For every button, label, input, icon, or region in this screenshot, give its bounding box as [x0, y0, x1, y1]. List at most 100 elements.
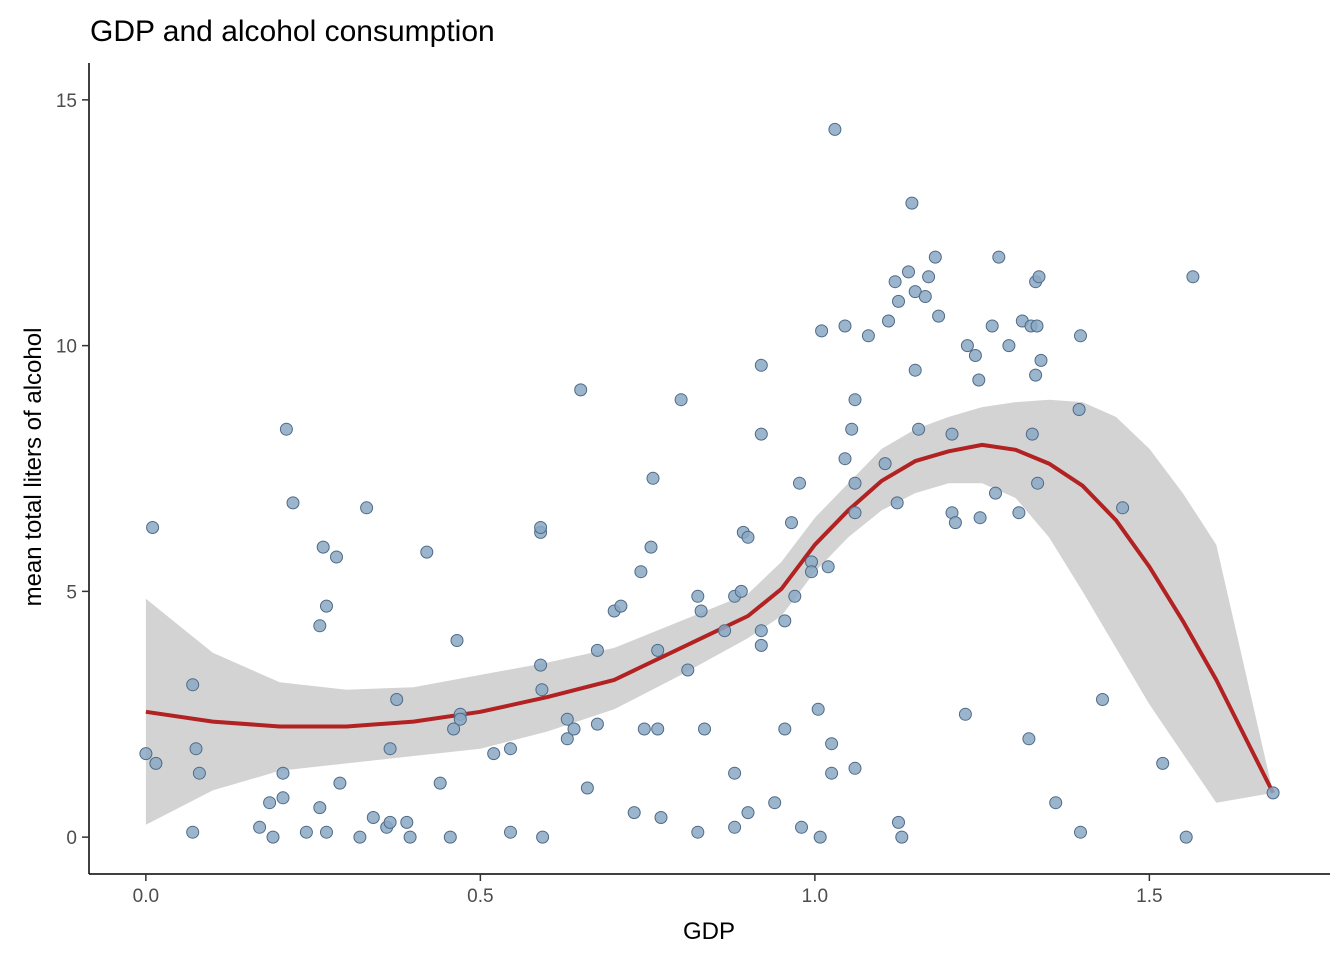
data-point — [333, 776, 347, 790]
data-point — [313, 619, 327, 633]
data-point — [316, 540, 330, 554]
data-point — [958, 707, 972, 721]
data-point — [279, 422, 293, 436]
data-point — [447, 722, 461, 736]
data-point — [848, 506, 862, 520]
data-point — [892, 294, 905, 308]
data-point — [918, 290, 932, 303]
data-point — [815, 324, 829, 338]
data-point — [1030, 319, 1044, 333]
y-tick-label: 15 — [56, 91, 77, 112]
data-point — [960, 339, 974, 353]
data-point — [788, 589, 802, 603]
data-point — [1179, 830, 1193, 844]
data-point — [902, 265, 915, 279]
data-point — [968, 349, 982, 362]
data-point — [276, 766, 290, 780]
data-point — [186, 678, 200, 692]
data-point — [149, 756, 163, 770]
data-point — [504, 825, 517, 839]
data-point — [614, 599, 628, 613]
data-point — [728, 820, 742, 834]
data-point — [286, 496, 300, 510]
data-point — [674, 393, 688, 407]
x-axis-ticks: 0.0 0.5 1.0 1.5 — [133, 874, 1163, 907]
data-point — [644, 540, 658, 554]
data-point — [534, 521, 548, 534]
data-point — [805, 565, 818, 579]
data-point — [504, 742, 517, 756]
data-point — [567, 722, 581, 736]
data-point — [754, 427, 768, 441]
data-point — [1074, 825, 1087, 839]
data-point — [1002, 339, 1016, 353]
data-point — [1029, 368, 1043, 382]
data-point — [400, 815, 414, 829]
y-tick-label: 5 — [66, 582, 77, 603]
data-point — [741, 806, 755, 820]
data-point — [848, 393, 862, 407]
data-point — [590, 643, 604, 657]
data-point — [1074, 329, 1087, 343]
data-point — [989, 486, 1002, 500]
data-point — [535, 683, 549, 697]
data-point — [754, 624, 768, 638]
data-point — [560, 732, 574, 746]
x-tick-label: 1.0 — [802, 886, 828, 907]
data-point — [785, 516, 798, 530]
data-point — [768, 796, 782, 810]
data-point — [433, 776, 447, 790]
data-point — [922, 270, 936, 284]
data-point — [1116, 501, 1130, 515]
data-point — [487, 747, 501, 761]
data-point — [838, 452, 852, 466]
data-point — [888, 275, 902, 289]
data-point — [1096, 693, 1109, 706]
data-point — [694, 604, 708, 618]
data-point — [1156, 756, 1170, 770]
data-point — [450, 634, 464, 647]
y-tick-label: 10 — [56, 337, 77, 358]
data-point — [973, 511, 987, 525]
data-point — [778, 614, 792, 628]
data-point — [420, 545, 434, 559]
y-tick-label: 0 — [66, 828, 77, 849]
data-point — [443, 830, 457, 844]
data-point — [892, 815, 905, 829]
data-points — [139, 122, 1280, 844]
smooth-trend-line — [145, 442, 1275, 794]
data-point — [534, 658, 548, 672]
data-point — [536, 830, 550, 844]
y-axis-title: mean total liters of alcohol — [20, 328, 47, 607]
data-point — [691, 825, 705, 839]
data-point — [330, 550, 343, 564]
data-point — [861, 329, 875, 343]
data-point — [146, 521, 160, 534]
data-point — [821, 560, 835, 574]
data-point — [718, 624, 732, 638]
data-point — [825, 766, 839, 780]
data-point — [590, 717, 604, 731]
data-point — [928, 250, 942, 264]
data-point — [754, 638, 768, 652]
data-point — [992, 250, 1006, 264]
data-point — [320, 825, 333, 839]
data-point — [890, 496, 904, 510]
plot-area — [139, 122, 1280, 844]
data-point — [948, 516, 962, 530]
data-point — [698, 722, 711, 736]
data-point — [972, 373, 986, 387]
data-point — [574, 383, 588, 397]
data-point — [320, 599, 333, 613]
data-point — [276, 791, 290, 805]
data-point — [912, 422, 926, 436]
data-point — [266, 830, 280, 844]
data-point — [848, 476, 862, 490]
data-point — [985, 319, 999, 333]
data-point — [353, 830, 367, 844]
data-point — [811, 702, 825, 716]
data-point — [878, 457, 892, 471]
data-point — [1266, 786, 1280, 800]
data-point — [560, 712, 574, 726]
data-point — [882, 314, 895, 328]
